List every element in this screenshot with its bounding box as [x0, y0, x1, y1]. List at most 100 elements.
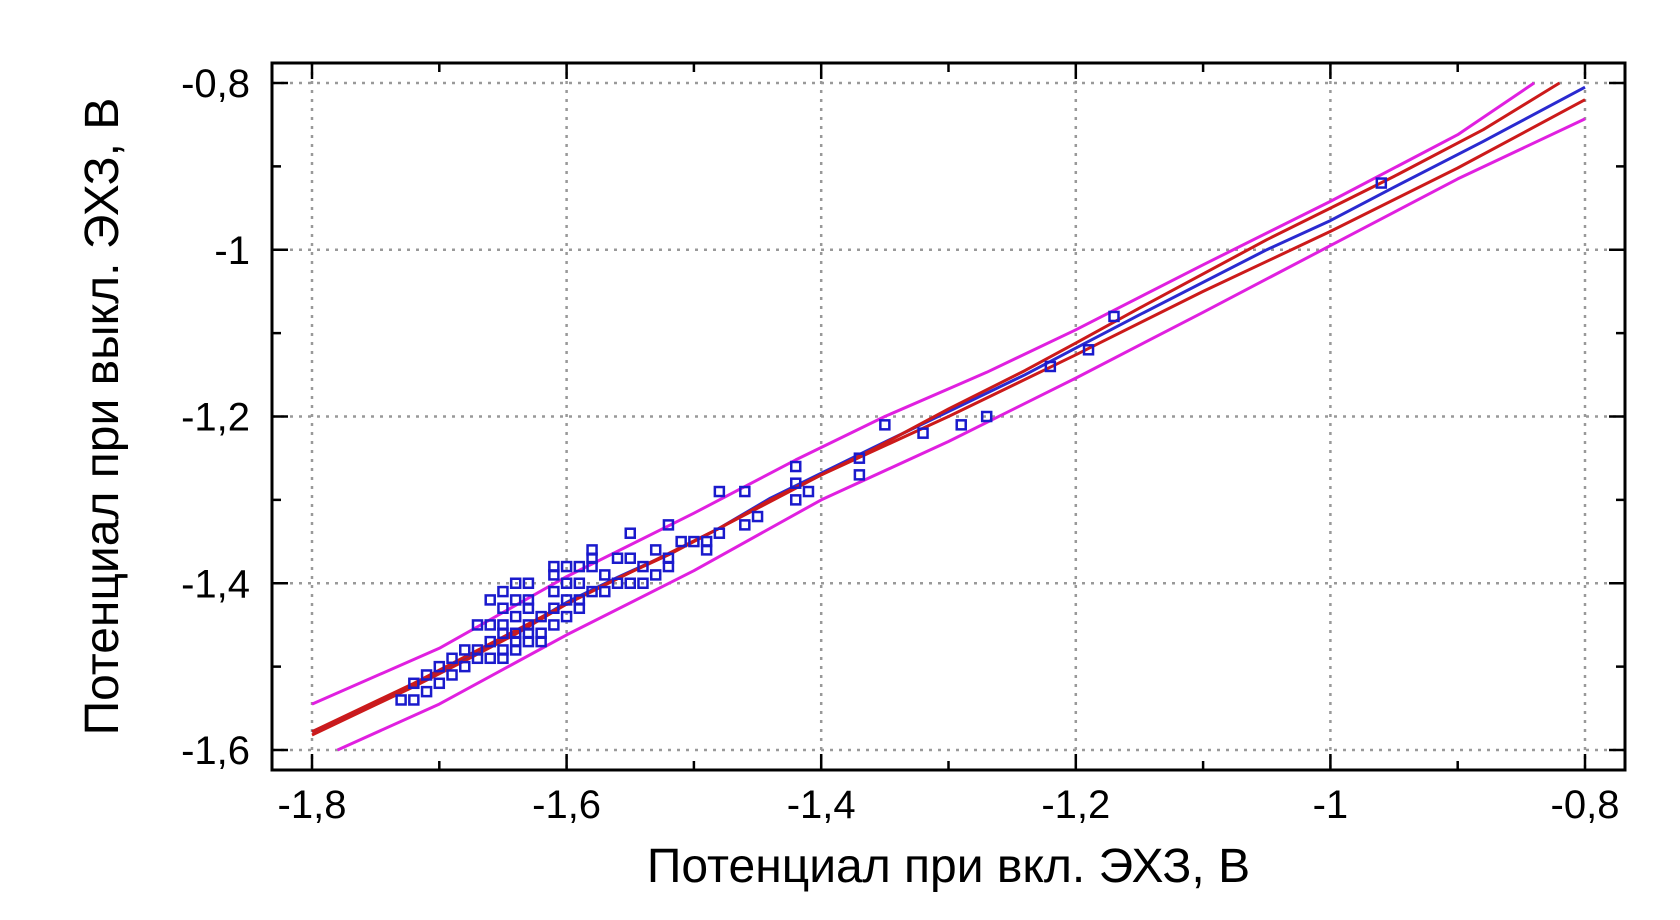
data-point — [535, 627, 547, 640]
x-tick-label: -1 — [1313, 783, 1349, 827]
data-point — [573, 577, 586, 589]
data-points — [395, 177, 1388, 706]
data-point — [599, 569, 611, 581]
data-point — [573, 594, 586, 606]
data-point — [484, 652, 496, 665]
data-point — [560, 594, 573, 606]
data-point — [509, 627, 522, 640]
data-point — [624, 577, 636, 589]
data-point — [1375, 177, 1388, 189]
data-point — [980, 410, 993, 423]
data-point — [446, 669, 458, 681]
data-point — [637, 560, 649, 573]
data-point — [802, 485, 815, 498]
data-point — [624, 527, 636, 539]
band-line-4 — [336, 117, 1586, 752]
data-point — [522, 619, 535, 631]
y-tick-label: -1,2 — [181, 396, 250, 440]
data-point — [471, 619, 484, 631]
data-point — [853, 452, 866, 464]
data-point — [548, 619, 560, 631]
data-point — [675, 535, 687, 548]
data-point — [560, 560, 573, 573]
x-tick-label: -1,6 — [532, 783, 601, 827]
data-point — [497, 619, 509, 631]
x-tick-label: -1,2 — [1041, 783, 1110, 827]
data-point — [599, 585, 611, 598]
data-point — [1108, 310, 1120, 323]
x-tick-label: -1,8 — [278, 783, 347, 827]
data-point — [789, 477, 802, 489]
y-tick-labels: -1,6 -1,4 -1,2 -1 -0,8 — [181, 62, 250, 773]
data-point — [637, 577, 649, 589]
data-point — [879, 419, 891, 431]
data-point — [1082, 344, 1095, 356]
data-point — [509, 610, 522, 623]
data-point — [497, 585, 509, 598]
data-point — [509, 594, 522, 606]
data-point — [548, 585, 560, 598]
data-point — [649, 569, 662, 581]
data-point — [624, 552, 636, 564]
data-point — [408, 694, 420, 706]
data-point — [611, 552, 624, 564]
data-point — [408, 677, 420, 690]
data-point — [484, 635, 496, 648]
data-point — [662, 552, 675, 564]
data-point — [471, 644, 484, 656]
x-tick-labels: -1,8 -1,6 -1,4 -1,2 -1 -0,8 — [278, 783, 1620, 827]
data-point — [420, 685, 433, 698]
data-point — [611, 577, 624, 589]
data-point — [586, 585, 598, 598]
data-point — [535, 610, 547, 623]
data-point — [713, 485, 726, 498]
x-tick-label: -1,4 — [787, 783, 856, 827]
data-point — [739, 485, 751, 498]
data-point — [955, 419, 967, 431]
data-point — [662, 519, 675, 531]
data-point — [433, 660, 446, 673]
data-point — [713, 527, 726, 539]
data-point — [497, 644, 509, 656]
data-point — [751, 510, 764, 523]
data-point — [497, 602, 509, 615]
data-point — [789, 460, 802, 473]
x-axis-title: Потенциал при вкл. ЭХЗ, В — [647, 840, 1250, 893]
data-point — [484, 619, 496, 631]
x-tick-label: -0,8 — [1551, 783, 1620, 827]
fit-red-line-2 — [311, 98, 1586, 734]
data-point — [420, 669, 433, 681]
data-point — [789, 494, 802, 506]
data-point — [522, 577, 535, 589]
data-point — [1044, 360, 1057, 373]
data-point — [739, 519, 751, 531]
grid — [272, 63, 1625, 770]
y-tick-label: -0,8 — [181, 62, 250, 106]
data-point — [459, 644, 471, 656]
data-point — [509, 577, 522, 589]
data-point — [548, 560, 560, 573]
data-point — [649, 544, 662, 556]
data-point — [560, 577, 573, 589]
data-point — [433, 677, 446, 690]
y-tick-label: -1,4 — [181, 562, 250, 606]
band-line-3 — [311, 81, 1535, 706]
data-point — [688, 535, 700, 548]
data-point — [484, 594, 496, 606]
data-point — [917, 427, 929, 439]
y-tick-label: -1,6 — [181, 729, 250, 773]
data-point — [548, 602, 560, 615]
confidence-bands — [311, 81, 1586, 752]
y-tick-label: -1 — [214, 229, 250, 273]
data-point — [853, 469, 866, 481]
y-axis-title: Потенциал при выкл. ЭХЗ, В — [76, 98, 129, 736]
data-point — [395, 694, 407, 706]
data-point — [700, 535, 713, 548]
data-point — [522, 594, 535, 606]
axis-ticks — [272, 63, 1625, 770]
data-point — [586, 544, 598, 556]
data-point — [459, 660, 471, 673]
data-point — [560, 610, 573, 623]
data-point — [446, 652, 458, 665]
